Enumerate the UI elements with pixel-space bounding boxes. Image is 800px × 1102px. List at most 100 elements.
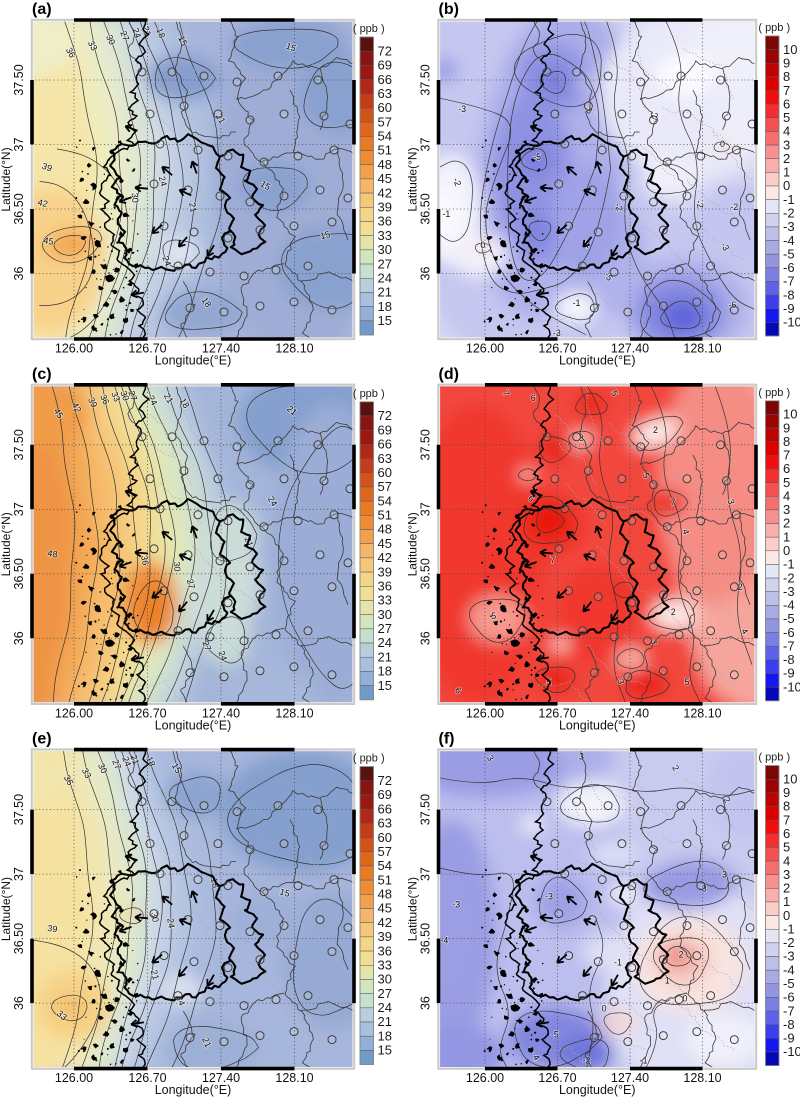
svg-text:51: 51 (378, 872, 392, 887)
svg-text:-3: -3 (545, 892, 553, 902)
svg-text:36.50: 36.50 (12, 923, 26, 954)
svg-text:48: 48 (378, 887, 392, 902)
svg-text:9: 9 (783, 420, 790, 435)
svg-text:-6: -6 (783, 260, 795, 275)
svg-text:27: 27 (126, 389, 139, 402)
svg-text:57: 57 (378, 844, 392, 859)
svg-text:( ppb ): ( ppb ) (758, 387, 790, 399)
svg-text:Latitude(°N): Latitude(°N) (0, 877, 13, 941)
svg-text:2: 2 (679, 950, 684, 960)
svg-text:-5: -5 (783, 611, 795, 626)
svg-text:36.50: 36.50 (12, 558, 26, 589)
svg-text:37: 37 (419, 138, 433, 152)
svg-text:24: 24 (378, 270, 392, 285)
svg-text:-3: -3 (452, 900, 460, 910)
svg-text:33: 33 (378, 593, 392, 608)
svg-text:127.40: 127.40 (611, 342, 649, 356)
svg-text:-6: -6 (783, 990, 795, 1005)
svg-text:60: 60 (378, 100, 392, 115)
svg-text:45: 45 (378, 901, 392, 916)
svg-text:42: 42 (378, 915, 392, 930)
svg-text:72: 72 (378, 43, 392, 58)
svg-text:0: 0 (602, 1004, 607, 1014)
svg-text:39: 39 (378, 929, 392, 944)
svg-text:-2: -2 (783, 935, 795, 950)
svg-text:126.00: 126.00 (466, 342, 504, 356)
svg-text:24: 24 (378, 1000, 392, 1015)
svg-text:2: 2 (738, 582, 743, 592)
svg-text:39: 39 (47, 923, 58, 934)
svg-text:42: 42 (37, 197, 49, 209)
svg-text:-1: -1 (783, 921, 795, 936)
svg-text:48: 48 (378, 522, 392, 537)
svg-text:-2: -2 (783, 205, 795, 220)
svg-text:21: 21 (200, 1036, 213, 1049)
svg-text:9: 9 (783, 785, 790, 800)
svg-text:3: 3 (485, 753, 496, 762)
svg-text:126.70: 126.70 (128, 342, 166, 356)
svg-text:18: 18 (378, 1028, 392, 1043)
svg-text:5: 5 (491, 611, 496, 621)
svg-text:36: 36 (378, 943, 392, 958)
svg-text:10: 10 (783, 42, 797, 57)
svg-text:126.00: 126.00 (55, 342, 93, 356)
svg-text:Latitude(°N): Latitude(°N) (0, 147, 13, 211)
svg-text:(d): (d) (439, 366, 459, 383)
svg-text:-8: -8 (783, 287, 795, 302)
svg-text:-2: -2 (783, 570, 795, 585)
svg-text:Longitude(°E): Longitude(°E) (155, 1083, 232, 1097)
svg-text:-1: -1 (442, 209, 450, 219)
svg-text:Latitude(°N): Latitude(°N) (406, 877, 420, 941)
svg-text:63: 63 (378, 816, 392, 831)
svg-text:6: 6 (531, 393, 536, 403)
svg-text:27: 27 (118, 29, 131, 42)
svg-text:2: 2 (783, 881, 790, 896)
svg-text:36: 36 (139, 554, 151, 566)
svg-text:6: 6 (783, 826, 790, 841)
svg-text:54: 54 (378, 129, 392, 144)
svg-text:39: 39 (378, 199, 392, 214)
svg-text:66: 66 (378, 72, 392, 87)
svg-text:72: 72 (378, 773, 392, 788)
svg-text:36.50: 36.50 (419, 558, 433, 589)
svg-text:30: 30 (378, 607, 392, 622)
svg-text:7: 7 (550, 555, 555, 565)
svg-text:( ppb ): ( ppb ) (758, 22, 790, 34)
svg-text:30: 30 (104, 33, 117, 46)
svg-text:126.70: 126.70 (538, 706, 576, 720)
svg-text:128.10: 128.10 (275, 342, 313, 356)
svg-text:21: 21 (378, 285, 392, 300)
svg-text:37.50: 37.50 (12, 794, 26, 825)
svg-text:27: 27 (110, 758, 123, 771)
svg-text:-5: -5 (533, 152, 541, 162)
svg-text:4: 4 (783, 488, 790, 503)
svg-text:126.00: 126.00 (55, 1071, 93, 1085)
svg-text:48: 48 (378, 157, 392, 172)
svg-text:3: 3 (722, 870, 727, 880)
svg-text:-1: -1 (614, 958, 622, 968)
svg-text:60: 60 (378, 830, 392, 845)
svg-text:4: 4 (739, 627, 750, 636)
svg-text:24: 24 (120, 755, 133, 768)
svg-text:5: 5 (546, 677, 551, 687)
svg-text:0: 0 (683, 994, 688, 1004)
svg-text:126.00: 126.00 (466, 706, 504, 720)
svg-text:( ppb ): ( ppb ) (353, 753, 385, 765)
svg-text:5: 5 (641, 471, 652, 480)
svg-text:69: 69 (378, 787, 392, 802)
svg-text:37: 37 (12, 867, 26, 881)
svg-text:0: 0 (720, 139, 725, 149)
svg-text:128.10: 128.10 (683, 1071, 721, 1085)
svg-text:126.70: 126.70 (128, 706, 166, 720)
svg-text:37.50: 37.50 (12, 64, 26, 95)
svg-text:6: 6 (526, 493, 536, 504)
svg-text:37: 37 (419, 502, 433, 516)
svg-text:127.40: 127.40 (611, 1071, 649, 1085)
svg-text:4: 4 (783, 853, 790, 868)
svg-text:127.40: 127.40 (202, 342, 240, 356)
svg-text:24: 24 (160, 255, 173, 268)
svg-text:27: 27 (378, 256, 392, 271)
svg-text:Longitude(°E): Longitude(°E) (155, 354, 232, 368)
svg-text:21: 21 (378, 649, 392, 664)
svg-text:36.50: 36.50 (419, 923, 433, 954)
